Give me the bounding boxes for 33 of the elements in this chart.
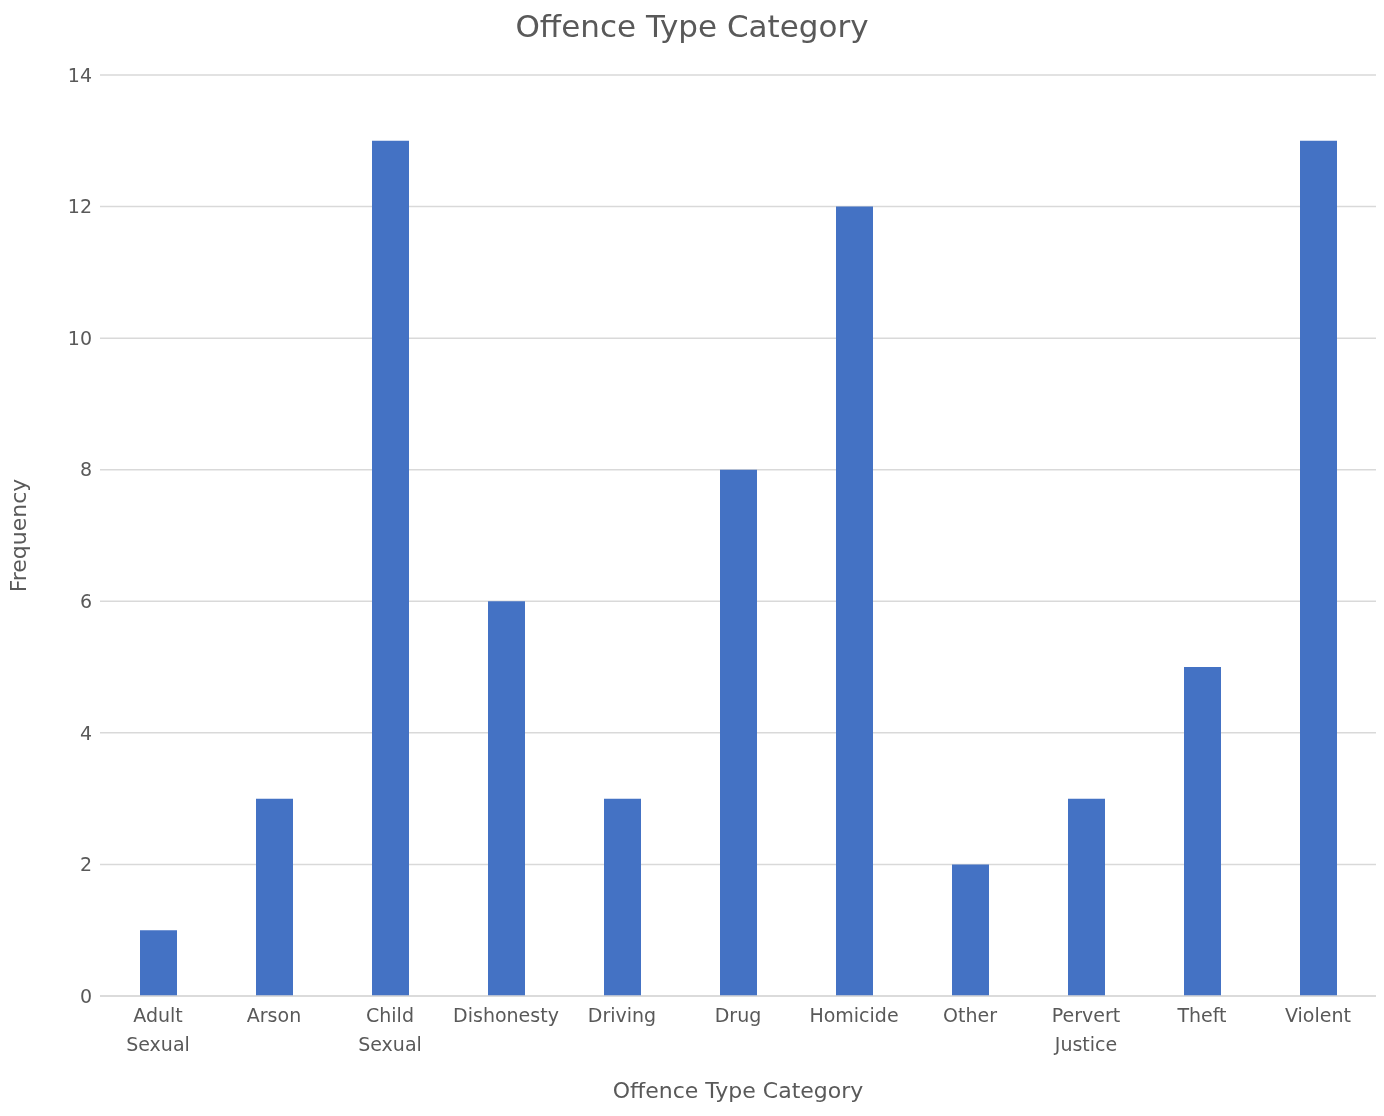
y-tick-label: 6 <box>79 590 92 613</box>
x-tick-label: Theft <box>1176 1004 1227 1026</box>
x-tick-label: Child Sexual <box>358 1004 422 1055</box>
bar <box>952 864 989 996</box>
chart-title: Offence Type Category <box>515 8 869 44</box>
bar <box>836 206 873 996</box>
bar <box>256 798 293 996</box>
bar <box>1068 798 1105 996</box>
bar <box>604 798 641 996</box>
x-tick-label: Homicide <box>809 1004 899 1026</box>
x-tick-label: Driving <box>587 1004 657 1026</box>
bar <box>1300 140 1337 996</box>
y-tick-label: 12 <box>67 195 92 218</box>
bar <box>140 930 177 996</box>
x-tick-label: Pervert Justice <box>1051 1004 1121 1055</box>
x-tick-label: Arson <box>246 1004 302 1026</box>
bar <box>720 469 757 996</box>
y-tick-label: 4 <box>79 721 92 744</box>
y-tick-label: 14 <box>67 63 92 86</box>
x-tick-label: Dishonesty <box>453 1004 559 1026</box>
y-tick-label: 10 <box>67 326 92 349</box>
y-axis-title: Frequency <box>5 478 31 593</box>
x-tick-label: Drug <box>714 1004 762 1026</box>
x-axis-title: Offence Type Category <box>612 1078 864 1103</box>
x-tick-label: Violent <box>1285 1004 1351 1026</box>
y-tick-label: 8 <box>79 458 92 481</box>
bar <box>1184 667 1221 996</box>
x-tick-label: Other <box>943 1004 998 1026</box>
y-tick-label: 2 <box>79 853 92 876</box>
bar <box>488 601 525 996</box>
x-tick-label: Adult Sexual <box>126 1004 190 1055</box>
bar <box>372 140 409 996</box>
y-tick-label: 0 <box>79 984 92 1007</box>
